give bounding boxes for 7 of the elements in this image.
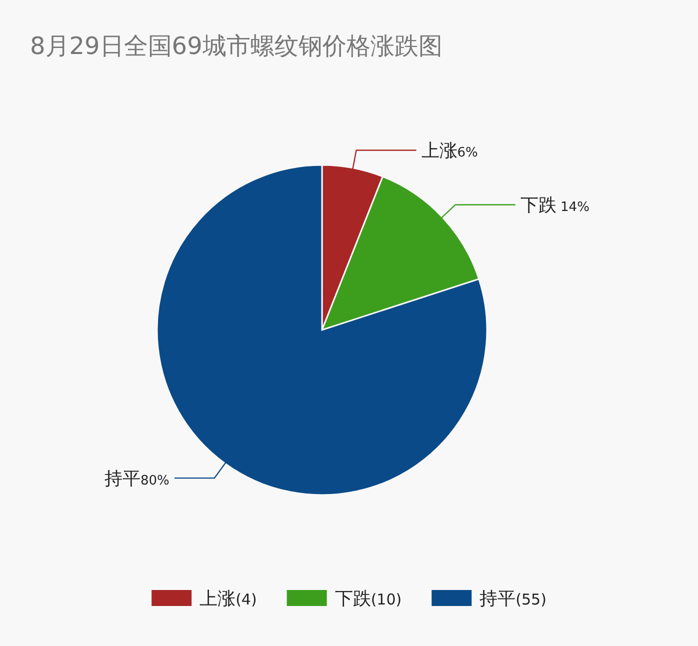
legend-label: 下跌(10) <box>334 588 402 610</box>
data-label: 下跌 14% <box>520 195 590 216</box>
data-label: 持平80% <box>104 468 170 490</box>
legend-label: 持平(55) <box>480 588 546 610</box>
legend-label: 上涨(4) <box>200 588 257 610</box>
chart-title: 8月29日全国69城市螺纹钢价格涨跌图 <box>30 32 442 60</box>
data-label: 上涨6% <box>421 140 478 162</box>
